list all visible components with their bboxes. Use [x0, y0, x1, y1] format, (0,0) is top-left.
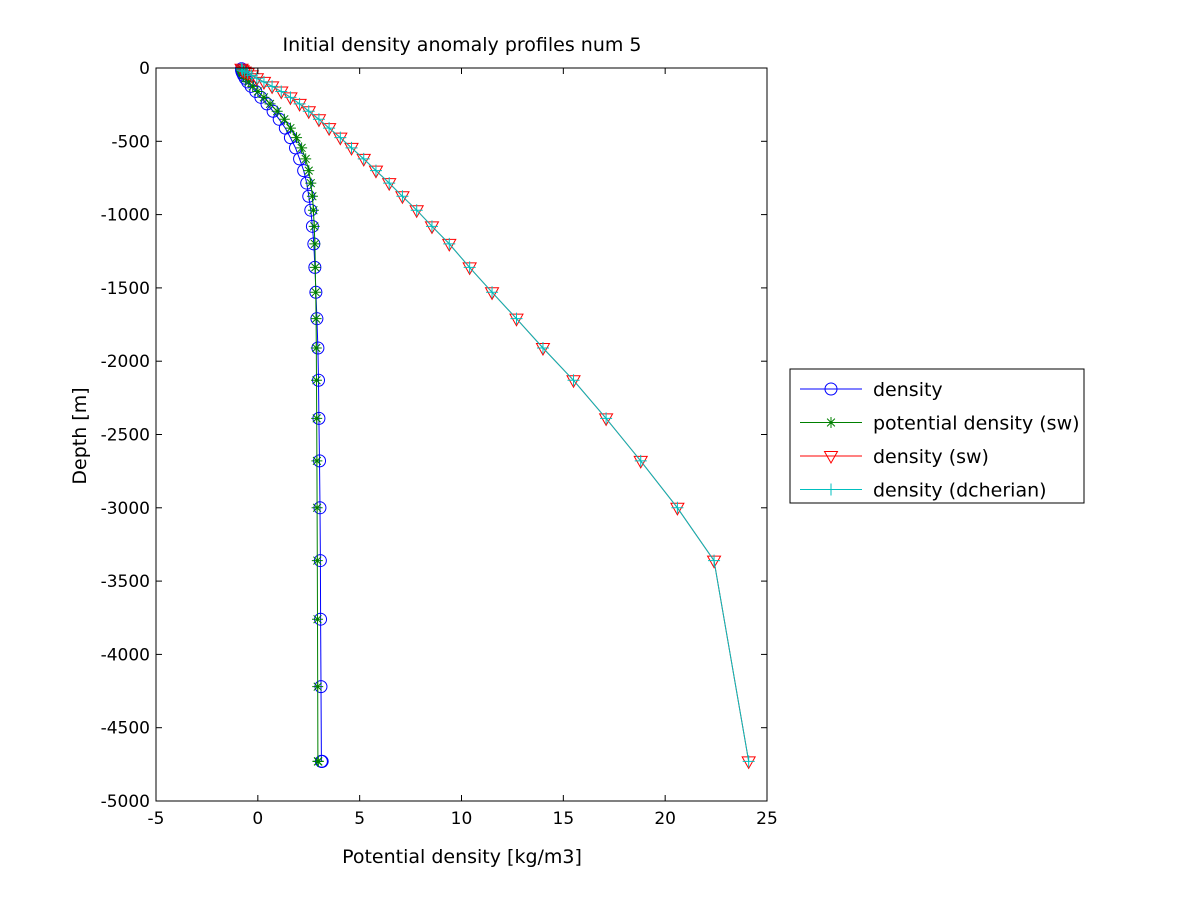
y-tick-label: -1000: [101, 206, 150, 226]
data-point: [312, 113, 325, 126]
data-point: [510, 312, 523, 325]
data-point: [271, 105, 283, 117]
legend-swatch-marker: [825, 483, 837, 496]
data-point: [308, 220, 320, 232]
legend-label: potential density (sw): [873, 413, 1080, 435]
x-tick-label: 10: [451, 809, 473, 829]
data-point: [443, 237, 456, 250]
data-point: [302, 105, 315, 118]
data-point: [307, 204, 319, 216]
y-tick-label: -3000: [101, 499, 150, 519]
series-3: [235, 62, 755, 768]
y-tick-label: -4500: [101, 719, 150, 739]
data-point: [264, 98, 276, 110]
x-axis-label: Potential density [kg/m3]: [342, 846, 582, 868]
data-point: [708, 554, 721, 567]
data-point: [311, 455, 323, 467]
legend-label: density (dcherian): [873, 480, 1047, 502]
data-point: [334, 131, 347, 144]
data-point: [383, 177, 396, 190]
data-point: [345, 141, 358, 154]
y-tick-label: 0: [139, 59, 150, 79]
data-point: [671, 501, 684, 514]
data-point: [293, 97, 306, 110]
data-point: [310, 286, 322, 298]
legend-entry-1: potential density (sw): [800, 413, 1080, 435]
chart-title: Initial density anomaly profiles num 5: [282, 34, 641, 56]
data-point: [312, 613, 324, 625]
data-point: [284, 91, 297, 104]
data-point: [742, 755, 755, 768]
data-point: [309, 261, 321, 273]
data-point: [634, 454, 647, 467]
data-point: [284, 122, 296, 134]
data-point: [257, 75, 270, 88]
legend-label: density: [873, 379, 943, 401]
data-point: [396, 190, 409, 203]
data-point: [463, 261, 476, 274]
data-point: [536, 342, 549, 355]
x-tick-label: 0: [252, 809, 263, 829]
data-point: [247, 80, 259, 92]
legend-swatch-marker: [823, 451, 839, 465]
data-point: [425, 220, 438, 233]
y-tick-label: -5000: [101, 792, 150, 812]
legend-entry-2: density (sw): [800, 446, 989, 468]
plot-area: -5 0 5 10 15 20 25 0 -500 -1000 -1500 -2000 -2500 -30…: [101, 59, 778, 829]
data-point: [357, 152, 370, 165]
y-tick-label: -2500: [101, 426, 150, 446]
x-tick-label: -5: [148, 809, 165, 829]
data-point: [312, 755, 324, 767]
data-point: [236, 64, 249, 77]
data-point: [311, 412, 323, 424]
legend-swatch-marker: [824, 382, 838, 396]
data-point: [369, 164, 382, 177]
legend-swatch-marker: [825, 417, 837, 428]
y-tick-label: -1500: [101, 279, 150, 299]
data-point: [250, 72, 263, 85]
data-point: [291, 132, 303, 144]
data-point: [266, 80, 279, 93]
x-tick-label: 5: [354, 809, 365, 829]
legend-box: [789, 368, 1085, 504]
data-point: [306, 190, 318, 202]
data-point: [258, 91, 270, 103]
x-tick-label: 15: [553, 809, 575, 829]
y-tick-label: -4000: [101, 645, 150, 665]
x-tick-label: 25: [756, 809, 778, 829]
data-point: [296, 142, 308, 154]
data-point: [243, 76, 255, 88]
data-point: [600, 412, 613, 425]
data-point: [312, 681, 324, 693]
data-point: [311, 502, 323, 514]
data-point: [323, 122, 336, 135]
data-point: [309, 238, 321, 250]
y-tick-label: -3500: [101, 572, 150, 592]
data-point: [310, 313, 322, 325]
legend-label: density (sw): [873, 446, 989, 468]
data-point: [252, 85, 264, 97]
data-point: [310, 374, 322, 386]
data-point: [486, 286, 499, 299]
axes-background: [156, 68, 767, 801]
x-tick-label: 20: [654, 809, 676, 829]
data-point: [311, 555, 323, 567]
data-point: [410, 204, 423, 217]
data-point: [305, 177, 317, 189]
legend-entry-0: density: [800, 379, 943, 401]
data-point: [245, 69, 258, 82]
legend-entry-3: density (dcherian): [800, 480, 1047, 502]
legend: density potential density (sw) density (sw…: [789, 368, 1085, 504]
data-point: [235, 62, 248, 75]
data-point: [275, 85, 288, 98]
data-point: [300, 153, 312, 165]
data-point: [567, 374, 580, 387]
y-tick-label: -500: [111, 132, 150, 152]
data-point: [278, 113, 290, 125]
data-point: [303, 165, 315, 177]
y-axis-label: Depth [m]: [69, 387, 91, 484]
data-point: [310, 342, 322, 354]
y-tick-label: -2000: [101, 352, 150, 372]
